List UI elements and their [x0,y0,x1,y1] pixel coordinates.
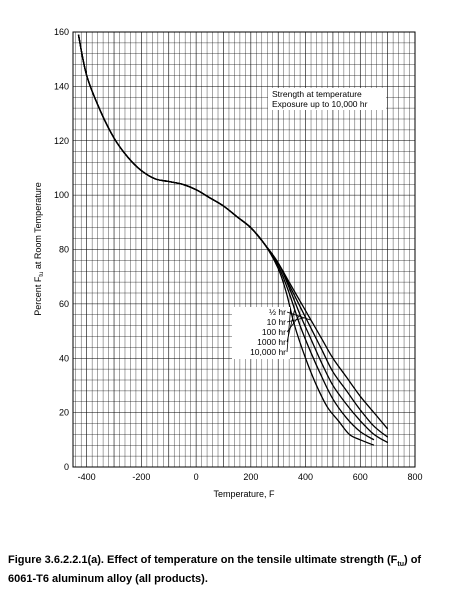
annotation-line-1: Strength at temperature [272,89,362,99]
y-axis-label: Percent Ftu at Room Temperature [33,182,45,315]
caption-line-1-end: ) of [403,554,422,566]
series-curves [77,34,389,446]
legend-label-box [232,307,290,359]
x-tick-label: -400 [78,472,96,482]
series-line [77,34,375,446]
figure-caption: Figure 3.6.2.2.1(a). Effect of temperatu… [8,553,468,586]
x-axis-label: Temperature, F [213,489,275,499]
y-tick-label: 60 [59,299,69,309]
y-axis-label-sub: tu [39,272,45,277]
tick-labels: -400 -200 0 200 400 600 800 0 20 40 60 80 100 120 140 1… [54,27,423,482]
legend-leader-line [286,309,291,353]
plot-frame [72,31,416,468]
legend-label: 1000 hr [257,337,286,347]
x-tick-label: 800 [407,472,422,482]
legend-label: 100 hr [262,327,286,337]
y-tick-label: 140 [54,81,69,91]
y-axis-label-rest: at Room Temperature [33,182,43,271]
y-tick-label: 0 [64,462,69,472]
caption-line-2: 6061-T6 aluminum alloy (all products). [8,573,208,586]
y-tick-label: 120 [54,136,69,146]
y-tick-label: 100 [54,190,69,200]
caption-sub: tu [397,561,404,569]
caption-line-1: Figure 3.6.2.2.1(a). Effect of temperatu… [8,554,398,566]
legend-label: 10 hr [267,317,287,327]
legend-label: ½ hr [269,307,286,317]
x-tick-label: 0 [194,472,199,482]
y-axis-label-main: Percent F [33,276,43,316]
y-tick-label: 20 [59,408,69,418]
x-tick-label: -200 [132,472,150,482]
annotation-line-2: Exposure up to 10,000 hr [272,99,368,109]
y-tick-label: 80 [59,245,69,255]
y-tick-label: 40 [59,353,69,363]
y-tick-label: 160 [54,27,69,37]
x-tick-label: 400 [298,472,313,482]
legend-label: 10,000 hr [250,347,286,357]
x-tick-label: 600 [353,472,368,482]
x-tick-label: 200 [243,472,258,482]
annotation-box [268,88,386,110]
chart: -400 -200 0 200 400 600 800 0 20 40 60 80 100 120 140 1… [33,27,423,499]
